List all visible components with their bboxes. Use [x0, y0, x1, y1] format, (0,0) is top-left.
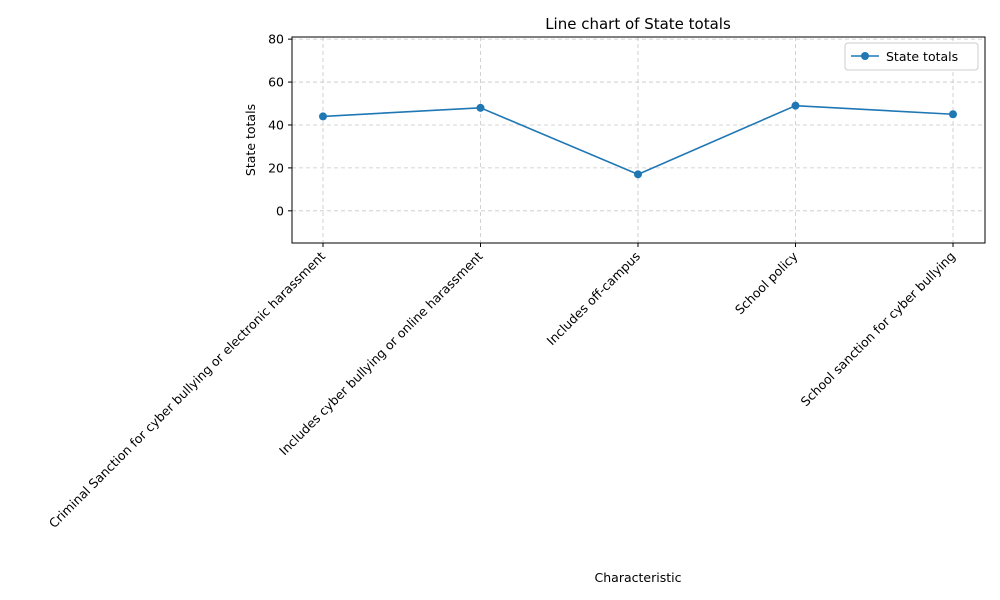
y-axis: 0 20 40 60 80: [268, 32, 292, 218]
chart-title: Line chart of State totals: [545, 15, 731, 33]
y-tick-label: 20: [268, 160, 284, 175]
x-tick-label: School sanction for cyber bullying: [798, 249, 959, 410]
legend: State totals: [844, 42, 979, 71]
x-axis: Criminal Sanction for cyber bullying or …: [46, 243, 958, 531]
y-tick-label: 40: [268, 117, 284, 132]
series-layer: [319, 101, 957, 179]
y-tick-label: 0: [276, 203, 284, 218]
legend-label: State totals: [886, 49, 958, 64]
data-point: [634, 170, 642, 179]
data-point: [949, 110, 957, 119]
x-tick-label: Criminal Sanction for cyber bullying or …: [46, 248, 328, 530]
legend-box: [844, 42, 979, 71]
grid: [292, 37, 985, 243]
x-tick-label: Includes cyber bullying or online harass…: [276, 248, 486, 458]
x-tick-label: School policy: [732, 248, 801, 317]
x-tick-label: Includes off-campus: [544, 249, 644, 349]
y-tick-label: 60: [268, 75, 284, 90]
data-point: [319, 112, 327, 121]
x-axis-label: Characteristic: [595, 570, 682, 585]
legend-point-marker: [861, 52, 869, 60]
data-point: [791, 101, 800, 110]
y-axis-label: State totals: [243, 104, 258, 176]
y-tick-label: 80: [268, 32, 284, 47]
data-point: [476, 103, 485, 112]
